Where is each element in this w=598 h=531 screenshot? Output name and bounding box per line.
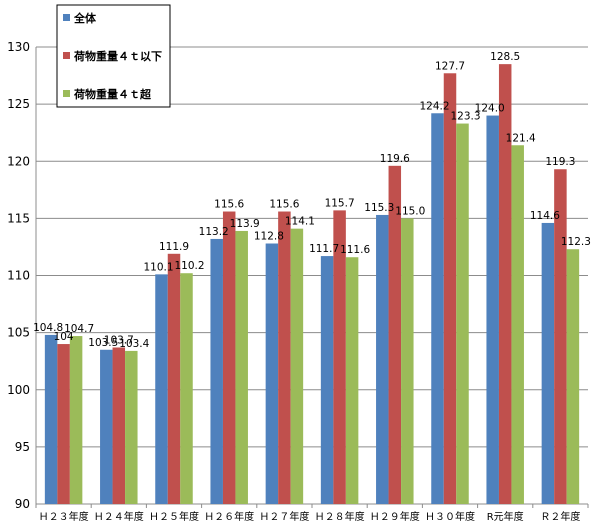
data-label: 119.6 <box>380 153 410 165</box>
y-tick-label: 95 <box>15 440 30 454</box>
bar-2 <box>57 344 70 504</box>
bar-3 <box>69 336 83 504</box>
bar-3 <box>511 145 524 504</box>
bar-1 <box>541 222 555 504</box>
data-label: 119.3 <box>545 156 575 168</box>
bar-3 <box>401 218 414 504</box>
y-tick-label: 130 <box>7 40 30 54</box>
legend-box <box>56 4 171 108</box>
y-tick-label: 120 <box>7 154 30 168</box>
data-label: 111.9 <box>159 241 189 253</box>
data-label: 115.6 <box>269 199 299 211</box>
legend-label: 荷物重量４ｔ超 <box>73 87 152 101</box>
x-category-label: Ｈ３０年度 <box>425 510 475 523</box>
x-category-label: Ｈ２８年度 <box>315 510 365 523</box>
bar-2 <box>112 347 126 504</box>
bar-1 <box>486 115 499 505</box>
x-category-label: Ｈ２９年度 <box>370 510 420 523</box>
legend-label: 全体 <box>73 11 97 25</box>
bar-2 <box>167 253 181 504</box>
bar-1 <box>265 243 279 504</box>
bar-3 <box>566 249 580 504</box>
data-label: 104 <box>54 331 74 343</box>
bar-3 <box>180 273 193 504</box>
bar-3 <box>235 230 248 504</box>
x-category-label: Ｈ２４年度 <box>94 510 144 523</box>
bar-1 <box>320 256 334 504</box>
bar-1 <box>44 334 58 504</box>
bar-2 <box>498 64 512 504</box>
y-tick-label: 100 <box>7 383 30 397</box>
data-label: 115.6 <box>214 199 244 211</box>
data-label: 112.3 <box>561 236 591 248</box>
bar-3 <box>125 350 138 504</box>
data-label: 103.7 <box>104 334 134 346</box>
legend-swatch <box>63 52 70 59</box>
y-tick-label: 125 <box>7 97 30 111</box>
data-label: 124.2 <box>419 100 449 112</box>
bar-1 <box>210 238 223 504</box>
y-tick-label: 90 <box>15 497 30 511</box>
data-label: 103.4 <box>119 338 149 350</box>
data-label: 128.5 <box>490 51 520 63</box>
data-label: 104.8 <box>33 322 63 334</box>
bar-1 <box>155 274 168 504</box>
bar-2 <box>278 211 291 504</box>
legend-label: 荷物重量４ｔ以下 <box>73 49 162 63</box>
x-category-label: Ｒ２年度 <box>540 510 580 523</box>
x-category-label: Ｈ２５年度 <box>149 510 199 523</box>
bar-3 <box>290 228 304 504</box>
y-tick-label: 110 <box>7 269 30 283</box>
legend-swatch <box>63 90 70 97</box>
data-label: 112.8 <box>254 231 284 243</box>
bar-1 <box>431 113 444 504</box>
data-label: 114.1 <box>285 216 315 228</box>
data-label: 110.1 <box>143 261 173 273</box>
data-label: 104.7 <box>64 323 94 335</box>
data-label: 124.0 <box>475 103 505 115</box>
bar-2 <box>388 165 402 504</box>
data-label: 123.3 <box>450 111 480 123</box>
data-label: 103.5 <box>88 337 118 349</box>
data-label: 114.6 <box>530 210 560 222</box>
x-category-label: Ｈ２６年度 <box>204 510 254 523</box>
x-category-label: Ｈ２７年度 <box>259 510 309 523</box>
legend-swatch <box>63 14 70 21</box>
x-category-label: Ｈ２３年度 <box>39 510 89 523</box>
data-label: 113.9 <box>230 218 260 230</box>
data-label: 121.4 <box>506 132 536 144</box>
data-label: 127.7 <box>435 60 465 72</box>
data-label: 115.3 <box>364 202 394 214</box>
bar-3 <box>345 257 359 504</box>
y-tick-label: 115 <box>7 211 30 225</box>
bar-2 <box>222 211 236 504</box>
bar-2 <box>443 73 457 504</box>
data-label: 111.7 <box>309 243 339 255</box>
bar-3 <box>456 123 469 505</box>
data-label: 111.6 <box>340 244 370 256</box>
bar-1 <box>100 349 113 504</box>
data-label: 115.0 <box>395 205 425 217</box>
data-label: 115.7 <box>325 197 355 209</box>
x-category-label: R元年度 <box>487 510 524 523</box>
y-tick-label: 105 <box>7 326 30 340</box>
data-label: 113.2 <box>199 226 229 238</box>
bar-1 <box>376 214 389 504</box>
bar-2 <box>554 169 567 504</box>
data-label: 110.2 <box>174 260 204 272</box>
bar-2 <box>333 210 346 504</box>
